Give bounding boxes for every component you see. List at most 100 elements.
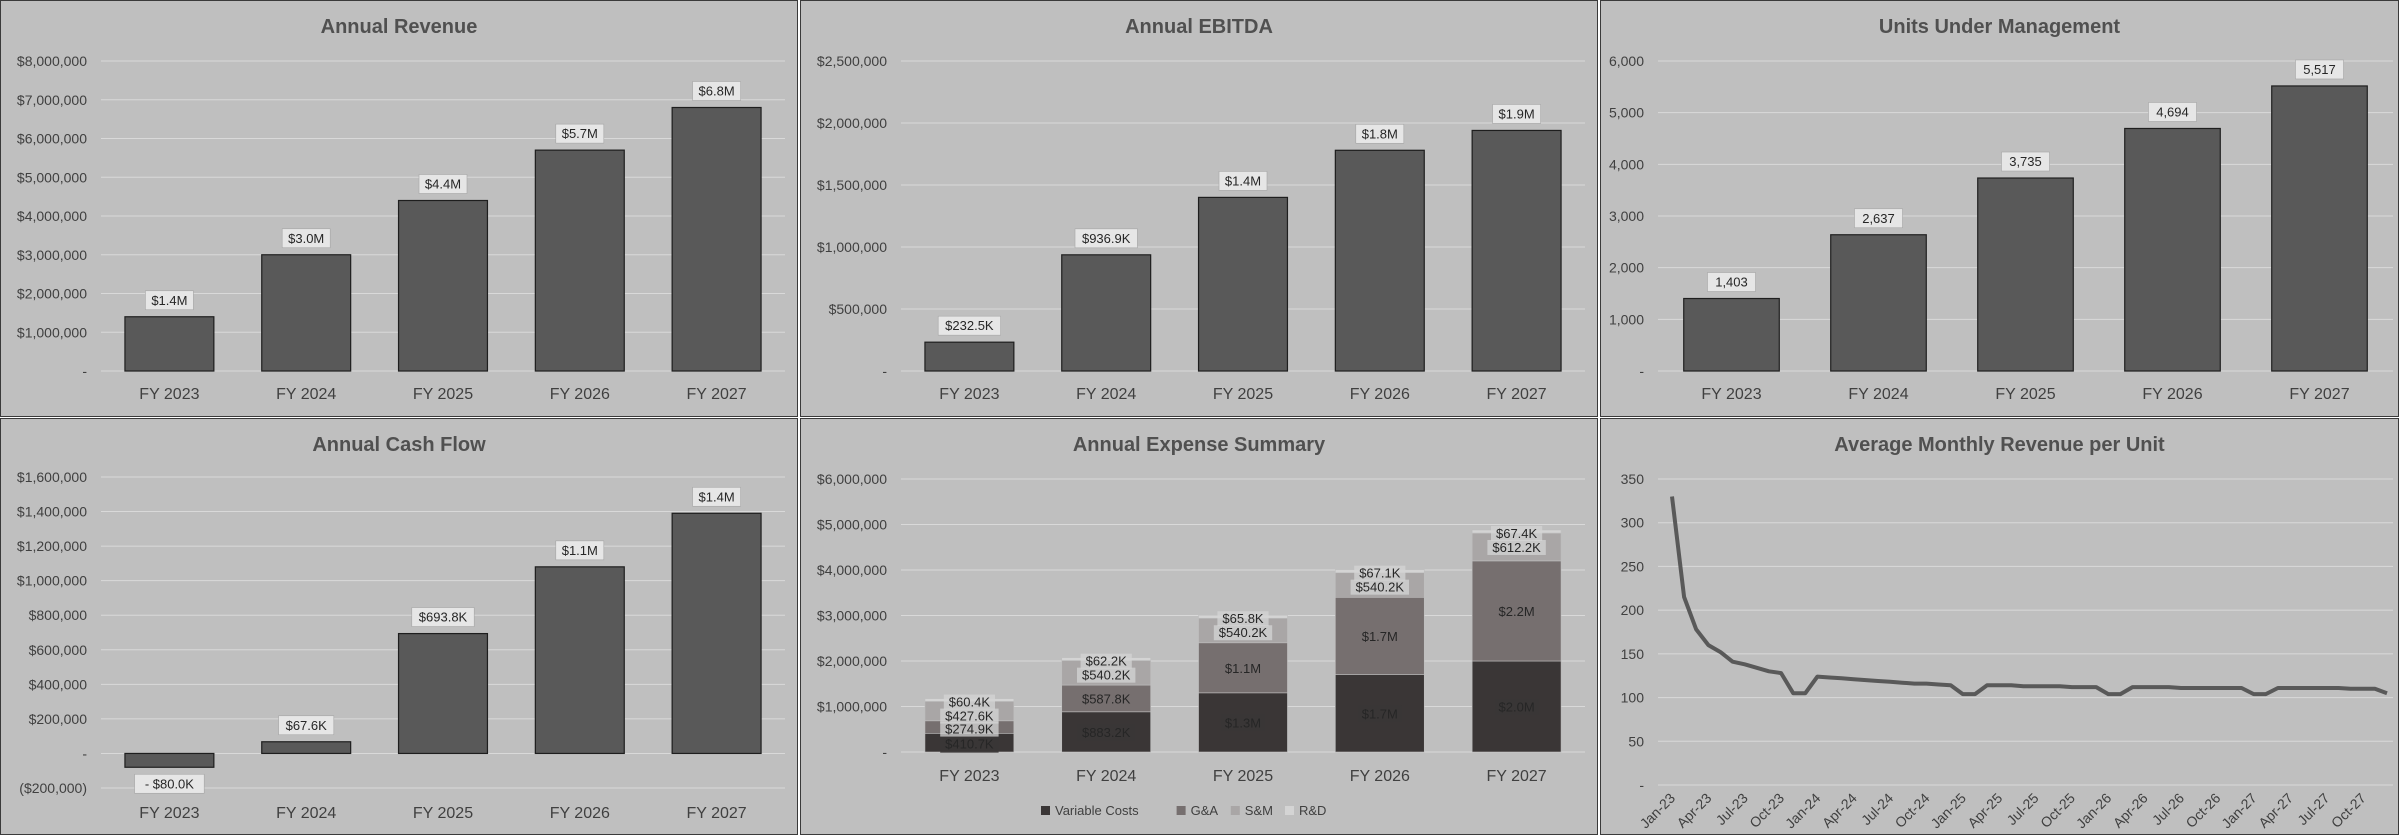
data-label: 1,403 [1715, 275, 1748, 290]
data-label: 5,517 [2303, 62, 2336, 77]
data-label-box [1491, 525, 1543, 541]
bar [1683, 297, 1780, 372]
y-tick-label: $3,000,000 [817, 608, 887, 624]
data-label: $2.0M [1499, 700, 1535, 715]
x-tick-label: Jul-25 [2003, 790, 2041, 828]
data-label-box [1357, 705, 1402, 723]
x-tick-label: Jan-24 [1782, 790, 1824, 832]
x-tick-label: Jul-24 [1858, 790, 1896, 828]
chart-title: Annual Expense Summary [1073, 434, 1326, 456]
data-label: $60.4K [949, 695, 991, 710]
data-label: $612.2K [1492, 540, 1541, 555]
bar [671, 512, 762, 755]
data-label-box [1494, 698, 1539, 716]
y-tick-label: 3,000 [1609, 208, 1644, 224]
y-tick-label: $4,000,000 [17, 208, 87, 224]
bar [534, 566, 625, 755]
data-label-box [1074, 228, 1138, 249]
data-label-box [1080, 653, 1132, 669]
data-label: $6.8M [699, 84, 735, 99]
x-tick-label: Jul-27 [2294, 790, 2332, 828]
data-label: $67.6K [286, 718, 328, 733]
y-tick-label: 5,000 [1609, 105, 1644, 121]
y-tick-label: $6,000,000 [17, 131, 87, 147]
legend-label: G&A [1191, 803, 1219, 818]
x-tick-label: Oct-25 [2037, 790, 2078, 831]
chart-svg: Average Monthly Revenue per Unit - 50 100 15… [1621, 434, 2393, 832]
x-tick-label: FY 2023 [139, 386, 199, 403]
y-tick-label: - [1639, 363, 1644, 379]
chart-panel-2: Annual EBITDA - $500,000 $1,000,000 $1,500,0… [800, 0, 1598, 417]
y-tick-label: - [82, 363, 87, 379]
x-tick-label: Jul-23 [1713, 790, 1751, 828]
stacked-bar-segment [1335, 597, 1425, 675]
data-label: $540.2K [1082, 668, 1131, 683]
bar [2271, 85, 2368, 372]
data-label: $883.2K [1082, 725, 1131, 740]
data-label: 4,694 [2156, 104, 2189, 119]
data-label: $1.4M [1225, 173, 1261, 188]
x-tick-label: FY 2027 [1486, 386, 1546, 403]
chart-title: Annual Cash Flow [312, 434, 486, 456]
x-tick-label: Apr-24 [1819, 790, 1860, 831]
y-tick-label: $4,000,000 [817, 562, 887, 578]
y-tick-label: 2,000 [1609, 260, 1644, 276]
bar [1197, 196, 1289, 372]
x-tick-label: FY 2024 [1076, 386, 1136, 403]
bar [534, 149, 625, 372]
data-label: $2.2M [1499, 604, 1535, 619]
bar [397, 199, 489, 372]
y-tick-label: ($200,000) [19, 780, 87, 796]
data-label: $62.2K [1086, 654, 1128, 669]
y-tick-label: 150 [1621, 646, 1645, 662]
chart-panel-3: Units Under Management - 1,000 2,000 3,000 4,… [1600, 0, 2399, 417]
data-label: $1.7M [1362, 629, 1398, 644]
stacked-bar-segment [1198, 642, 1288, 694]
x-tick-label: Oct-24 [1892, 790, 1933, 831]
data-label: $410.7K [945, 737, 994, 752]
data-label: $540.2K [1219, 625, 1268, 640]
bar [671, 106, 762, 372]
x-tick-label: FY 2023 [939, 386, 999, 403]
chart-svg: Annual Cash Flow ($200,000) - $200,000 $400,… [17, 434, 785, 822]
chart-svg: Annual Revenue - $1,000,000 $2,000,000 $3,00… [17, 16, 785, 403]
x-tick-label: FY 2025 [413, 805, 473, 822]
data-label-box [1218, 171, 1268, 191]
y-tick-label: 6,000 [1609, 53, 1644, 69]
data-label: $65.8K [1222, 611, 1264, 626]
bar [1334, 149, 1425, 372]
data-label-box [278, 715, 335, 736]
legend-swatch [1285, 806, 1294, 815]
bar [924, 341, 1015, 372]
bar [261, 741, 352, 755]
data-label: $1.3M [1225, 715, 1261, 730]
data-label: $3.0M [288, 231, 324, 246]
data-label-box [1354, 565, 1406, 581]
data-label: 2,637 [1862, 211, 1895, 226]
y-tick-label: $400,000 [29, 676, 88, 692]
data-label-box [692, 486, 741, 507]
y-tick-label: - [82, 745, 87, 761]
y-tick-label: $7,000,000 [17, 92, 87, 108]
data-label-box [2001, 151, 2050, 172]
y-tick-label: 250 [1621, 558, 1645, 574]
data-label-box [555, 123, 605, 144]
data-label-box [1350, 579, 1409, 595]
bar [124, 752, 215, 768]
data-label: $4.4M [425, 177, 461, 192]
x-tick-label: Apr-25 [1964, 790, 2005, 831]
data-label-box [1854, 208, 1903, 229]
y-tick-label: $3,000,000 [17, 247, 87, 263]
chart-panel-4: Annual Cash Flow ($200,000) - $200,000 $400,… [0, 418, 798, 835]
y-tick-label: 200 [1621, 602, 1645, 618]
data-label-box [281, 228, 331, 249]
legend-swatch [1041, 806, 1050, 815]
x-tick-label: FY 2024 [1848, 386, 1908, 403]
data-label: $1.7M [1362, 706, 1398, 721]
bar [397, 632, 489, 755]
x-tick-label: FY 2025 [1213, 768, 1273, 785]
data-label: $67.1K [1359, 566, 1401, 581]
chart-title: Average Monthly Revenue per Unit [1834, 434, 2165, 456]
x-tick-label: FY 2027 [686, 386, 746, 403]
